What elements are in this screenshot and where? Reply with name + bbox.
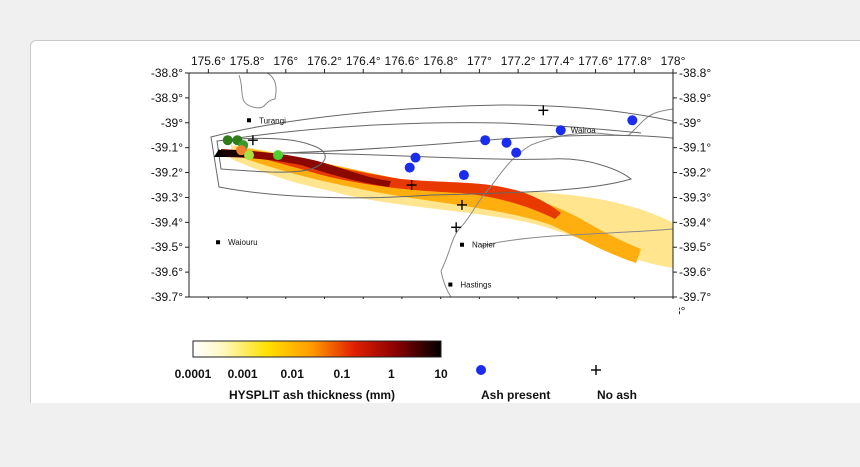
town-label: Wairoa bbox=[571, 126, 597, 135]
lon-tick-label-top: 177.6° bbox=[578, 54, 613, 68]
source-observation-marker bbox=[244, 150, 255, 161]
plot-frame bbox=[188, 72, 674, 298]
lat-tick-marks: -38.8° -38.8° -38.9° -38.9° -39° -39° -39.1° -3… bbox=[151, 66, 712, 304]
lat-tick-label-left: -38.8° bbox=[151, 66, 183, 80]
ash-present-marker bbox=[410, 152, 421, 163]
ash-present-marker bbox=[458, 170, 469, 181]
no-ash-marker bbox=[456, 199, 467, 210]
town-label: Turangi bbox=[259, 116, 286, 125]
inner-contour bbox=[216, 137, 326, 173]
no-ash-markers bbox=[247, 105, 549, 233]
ash-present-marker bbox=[404, 162, 415, 173]
mid-contour bbox=[230, 122, 642, 140]
ash-dispersion-map: 175.6°175.6°175.8°175.8°176°176°176.2°17… bbox=[151, 54, 712, 402]
lon-tick-label-top: 178° bbox=[661, 54, 686, 68]
lat-tick-label-left: -39° bbox=[161, 116, 183, 130]
lat-tick-label-left: -39.7° bbox=[151, 290, 183, 304]
ash-present-marker bbox=[555, 125, 566, 136]
lon-tick-label-top: 176.6° bbox=[385, 54, 420, 68]
lon-tick-label-top: 176.4° bbox=[346, 54, 381, 68]
colorbar-title: HYSPLIT ash thickness (mm) bbox=[229, 388, 395, 402]
lat-tick-label-right: -39.4° bbox=[679, 215, 711, 229]
colorbar-tick-label: 1 bbox=[388, 367, 395, 381]
source-observation-marker bbox=[273, 150, 284, 161]
lake-taupo-outline bbox=[238, 73, 277, 109]
town-label: Napier bbox=[472, 241, 496, 250]
ash-plume bbox=[219, 145, 673, 268]
colorbar-ticks: 0.0001 0.001 0.01 0.1 1 10 bbox=[175, 367, 448, 381]
town-marker bbox=[448, 282, 453, 287]
colorbar-tick-label: 0.01 bbox=[281, 367, 305, 381]
colorbar-tick-label: 0.0001 bbox=[175, 367, 212, 381]
ash-plume-dense bbox=[221, 149, 391, 187]
lat-tick-label-left: -39.6° bbox=[151, 265, 183, 279]
ash-plume-vent bbox=[219, 150, 245, 157]
ash-present-marker bbox=[480, 135, 491, 146]
no-ash-legend-label: No ash bbox=[597, 388, 637, 402]
lat-tick-label-right: -39° bbox=[679, 116, 701, 130]
town-marker bbox=[247, 118, 252, 123]
lon-tick-label-top: 177.2° bbox=[501, 54, 536, 68]
lat-tick-label-left: -38.9° bbox=[151, 91, 183, 105]
lon-tick-label-top: 177° bbox=[467, 54, 492, 68]
ash-present-legend-icon bbox=[476, 365, 486, 375]
lat-tick-label-right: -39.7° bbox=[679, 290, 711, 304]
no-ash-marker bbox=[247, 135, 258, 146]
lon-tick-label-top: 177.4° bbox=[539, 54, 574, 68]
no-ash-marker bbox=[451, 222, 462, 233]
ash-present-markers bbox=[404, 115, 638, 181]
no-ash-legend-icon bbox=[591, 365, 601, 375]
colorbar bbox=[192, 340, 442, 358]
lat-tick-label-right: -39.2° bbox=[679, 166, 711, 180]
lat-tick-label-left: -39.1° bbox=[151, 141, 183, 155]
no-ash-marker bbox=[406, 180, 417, 190]
town-marker bbox=[216, 240, 221, 245]
lat-tick-label-right: -38.9° bbox=[679, 91, 711, 105]
lat-tick-label-left: -39.3° bbox=[151, 190, 183, 204]
colorbar-tick-label: 10 bbox=[434, 367, 448, 381]
lat-tick-label-left: -39.5° bbox=[151, 240, 183, 254]
lon-tick-label-top: 176° bbox=[273, 54, 298, 68]
lon-tick-label-top: 176.8° bbox=[423, 54, 458, 68]
source-markers bbox=[222, 135, 284, 161]
lon-tick-label-top: 175.6° bbox=[191, 54, 226, 68]
lon-tick-label-top: 177.8° bbox=[617, 54, 652, 68]
colorbar-tick-label: 0.1 bbox=[333, 367, 350, 381]
map-lines bbox=[210, 73, 673, 297]
lat-tick-label-left: -39.4° bbox=[151, 215, 183, 229]
source-observation-marker bbox=[222, 135, 233, 146]
ash-present-marker bbox=[511, 147, 522, 158]
figure-card: 175.6°175.6°175.8°175.8°176°176°176.2°17… bbox=[30, 40, 860, 403]
lat-tick-label-right: -39.1° bbox=[679, 141, 711, 155]
lat-tick-label-right: -39.5° bbox=[679, 240, 711, 254]
coastline-south bbox=[480, 228, 673, 247]
town-marker bbox=[459, 242, 464, 247]
lat-tick-label-left: -39.2° bbox=[151, 166, 183, 180]
ash-present-marker bbox=[501, 137, 512, 148]
colorbar-tick-label: 0.001 bbox=[228, 367, 258, 381]
town-label: Waiouru bbox=[228, 238, 257, 247]
no-ash-marker bbox=[538, 105, 549, 116]
ash-present-legend-label: Ash present bbox=[481, 388, 550, 402]
outer-contour bbox=[210, 104, 673, 199]
lat-tick-label-right: -38.8° bbox=[679, 66, 711, 80]
lon-tick-label-top: 175.8° bbox=[230, 54, 265, 68]
town-label: Hastings bbox=[460, 281, 491, 290]
lon-tick-label-top: 176.2° bbox=[307, 54, 342, 68]
volcano-vent-icon bbox=[214, 149, 224, 157]
source-observation-marker bbox=[236, 145, 247, 156]
lat-tick-label-right: -39.3° bbox=[679, 190, 711, 204]
lat-tick-label-right: -39.6° bbox=[679, 265, 711, 279]
ash-present-marker bbox=[627, 115, 638, 126]
